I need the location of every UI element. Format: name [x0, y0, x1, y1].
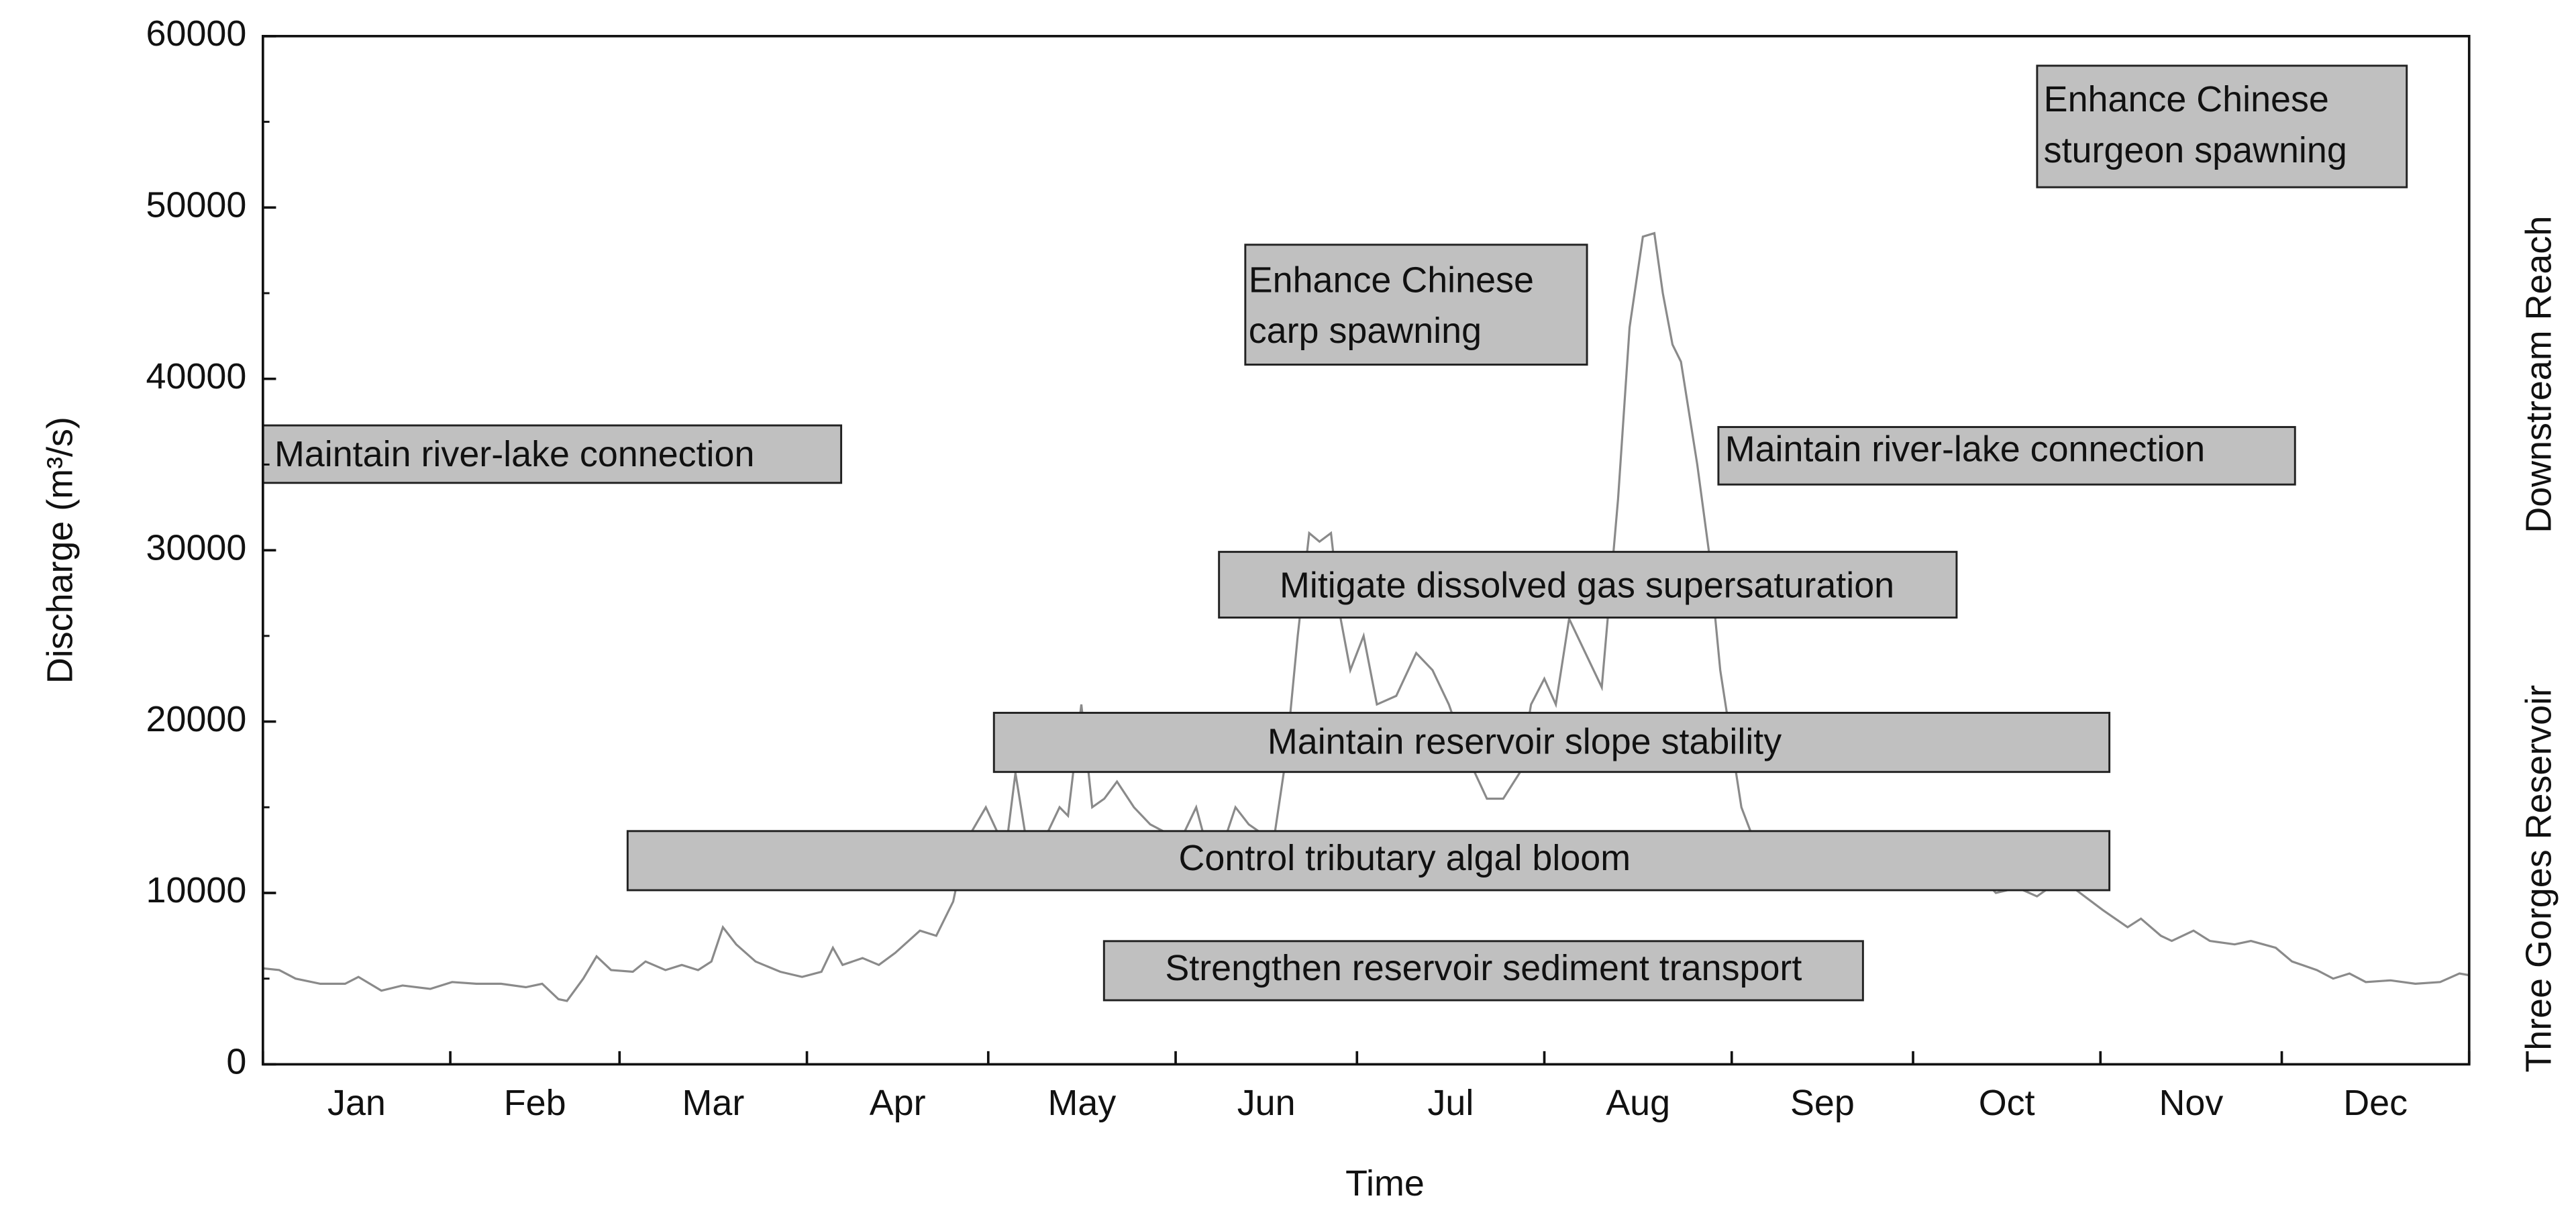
annotation-text: sturgeon spawning	[2044, 130, 2347, 170]
x-tick-label: Jan	[327, 1083, 386, 1123]
y-axis-title: Discharge (m³/s)	[40, 417, 80, 684]
annotation-text: carp spawning	[1249, 311, 1482, 351]
y-tick-label: 0	[226, 1042, 246, 1082]
y-tick-label: 60000	[146, 13, 247, 54]
right-label: Downstream Reach	[2519, 216, 2559, 533]
y-tick-label: 30000	[146, 527, 247, 568]
x-tick-label: Dec	[2343, 1083, 2408, 1123]
annotation-text: Mitigate dissolved gas supersaturation	[1280, 566, 1894, 606]
annotation-text: Enhance Chinese	[2044, 79, 2329, 119]
annotations: Maintain river-lake connection Enhance C…	[262, 64, 2408, 1002]
annotation-box	[1717, 426, 2296, 486]
annotation-text: Enhance Chinese	[1249, 260, 1534, 300]
annotation-text: Maintain river-lake connection	[1725, 429, 2205, 469]
x-tick-label: Apr	[870, 1083, 926, 1123]
annotation-box	[1218, 551, 1958, 619]
x-tick-label: Mar	[682, 1083, 745, 1123]
x-tick-label: Oct	[1979, 1083, 2035, 1123]
y-tick-label: 20000	[146, 699, 247, 739]
annotation-text: Maintain river-lake connection	[274, 434, 754, 474]
x-tick-label: Jun	[1237, 1083, 1296, 1123]
y-tick-label: 40000	[146, 356, 247, 396]
x-tick-label: Sep	[1790, 1083, 1855, 1123]
x-tick-label: Feb	[504, 1083, 566, 1123]
x-tick-label: Jul	[1427, 1083, 1474, 1123]
annotation-box	[2036, 64, 2408, 189]
x-tick-label: May	[1048, 1083, 1117, 1123]
annotation-box	[992, 712, 2111, 774]
right-label: Three Gorges Reservoir	[2519, 685, 2559, 1073]
y-tick-label: 10000	[146, 870, 247, 910]
x-tick-label: Aug	[1606, 1083, 1670, 1123]
y-tick-label: 50000	[146, 185, 247, 225]
annotation-text: Control tributary algal bloom	[1179, 838, 1631, 878]
annotation-box	[1102, 940, 1864, 1002]
plot-frame	[261, 35, 2471, 1066]
x-axis-title: Time	[1345, 1163, 1425, 1204]
annotation-box	[626, 830, 2111, 892]
annotation-text: Maintain reservoir slope stability	[1268, 721, 1782, 761]
x-tick-label: Nov	[2159, 1083, 2224, 1123]
annotation-box	[262, 424, 843, 484]
annotation-text: Strengthen reservoir sediment transport	[1165, 948, 1802, 988]
annotation-box	[1244, 244, 1588, 366]
